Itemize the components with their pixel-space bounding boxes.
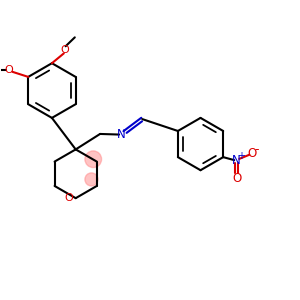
Circle shape <box>85 151 102 167</box>
Text: O: O <box>65 193 74 203</box>
Text: O: O <box>60 45 69 55</box>
Text: N: N <box>117 128 126 141</box>
Text: -: - <box>255 143 259 156</box>
Text: O: O <box>4 65 13 75</box>
Text: N: N <box>232 154 241 166</box>
Circle shape <box>85 173 98 186</box>
Text: +: + <box>237 151 245 160</box>
Text: O: O <box>232 172 241 185</box>
Text: O: O <box>248 147 256 160</box>
